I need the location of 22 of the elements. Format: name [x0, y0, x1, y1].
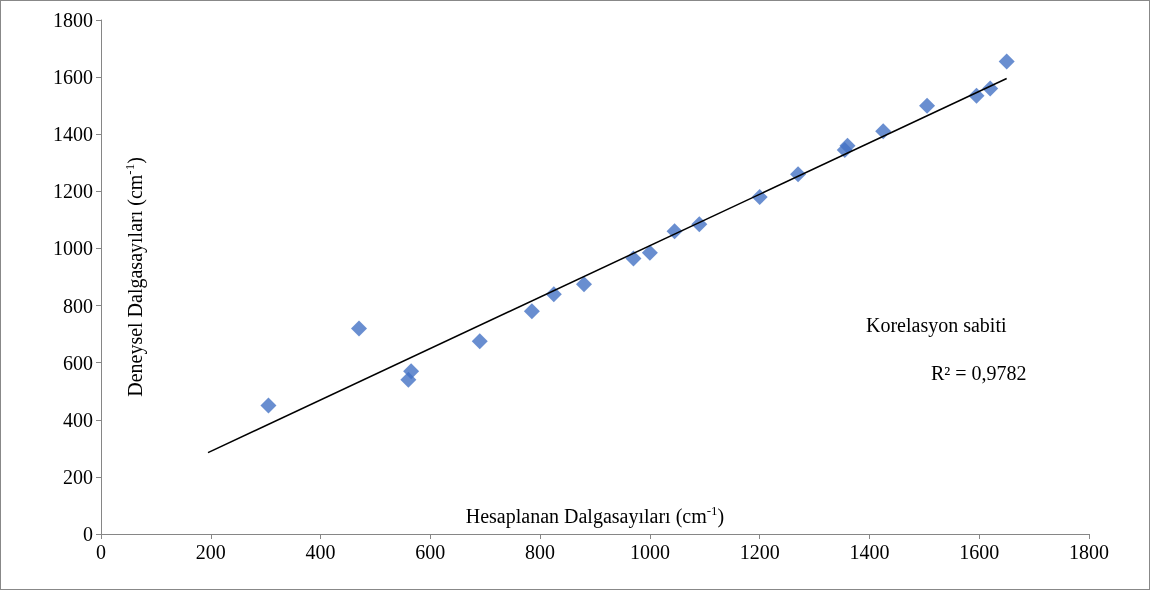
y-tick-label: 1800	[53, 9, 93, 31]
x-tick-label: 1600	[959, 541, 1000, 563]
y-tick-label: 800	[63, 294, 93, 317]
y-tick-label: 0	[83, 523, 93, 545]
x-tick-label: 400	[305, 541, 336, 563]
y-tick-label: 200	[63, 465, 93, 488]
x-tick-label: 1200	[739, 541, 780, 563]
annotation: Korelasyon sabiti	[866, 314, 1007, 337]
y-tick-label: 600	[63, 351, 93, 374]
x-tick-label: 800	[525, 541, 556, 563]
y-tick-label: 1400	[53, 123, 93, 146]
annotation: R² = 0,9782	[931, 362, 1027, 384]
x-tick-label: 1400	[849, 541, 890, 563]
y-tick-label: 400	[63, 408, 93, 431]
y-tick-label: 1000	[53, 237, 93, 260]
x-tick-label: 200	[195, 541, 226, 563]
y-tick-label: 1200	[53, 180, 93, 203]
x-tick-label: 1000	[629, 541, 670, 563]
y-tick-label: 1600	[53, 66, 93, 89]
x-tick-label: 600	[415, 541, 446, 563]
x-tick-label: 1800	[1069, 541, 1109, 563]
y-axis-title: Deneysel Dalgasayıları (cm-1)	[122, 157, 147, 397]
